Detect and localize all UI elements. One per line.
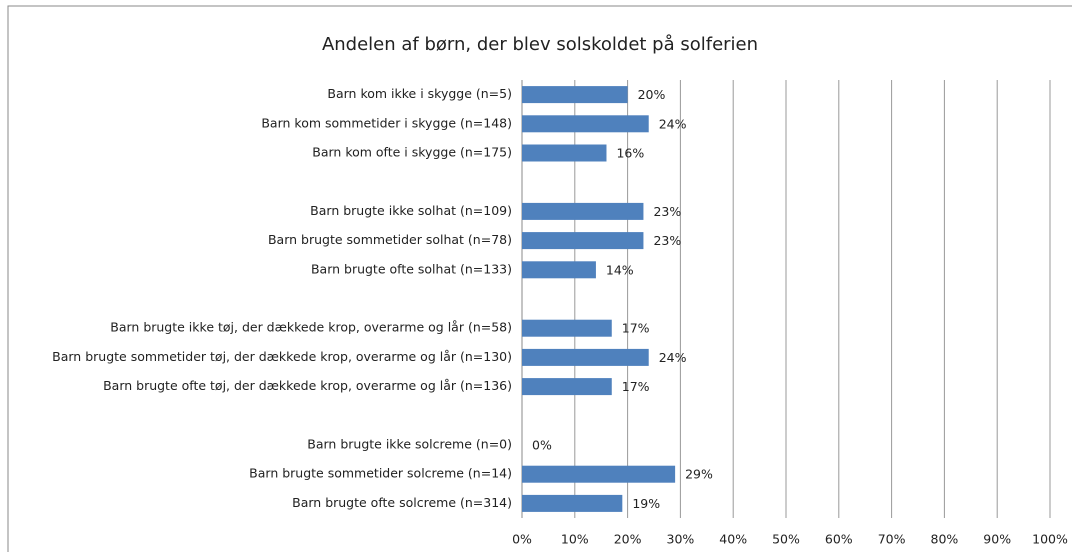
y-tick-label: Barn brugte ofte tøj, der dækkede krop, … [103, 378, 512, 393]
value-label: 29% [685, 467, 713, 482]
value-label: 17% [622, 379, 650, 394]
bar [522, 494, 623, 512]
bar [522, 348, 649, 366]
x-tick-label: 30% [667, 532, 695, 547]
value-label: 24% [659, 116, 687, 131]
x-tick-label: 20% [614, 532, 642, 547]
y-tick-label: Barn brugte ikke solcreme (n=0) [307, 437, 512, 452]
bar [522, 115, 649, 133]
y-tick-label: Barn brugte ikke solhat (n=109) [310, 203, 512, 218]
x-tick-label: 90% [983, 532, 1011, 547]
value-label: 23% [653, 233, 681, 248]
bar [522, 86, 628, 104]
value-label: 0% [532, 438, 552, 453]
x-tick-label: 70% [878, 532, 906, 547]
value-label: 17% [622, 321, 650, 336]
bar [522, 202, 644, 220]
x-tick-label: 50% [772, 532, 800, 547]
y-tick-label: Barn brugte ikke tøj, der dækkede krop, … [110, 320, 512, 335]
x-tick-label: 60% [825, 532, 853, 547]
x-tick-label: 0% [512, 532, 532, 547]
bar [522, 319, 612, 337]
value-label: 19% [632, 496, 660, 511]
bar [522, 378, 612, 396]
value-label: 24% [659, 350, 687, 365]
x-tick-label: 40% [719, 532, 747, 547]
x-tick-label: 10% [561, 532, 589, 547]
y-tick-label: Barn kom sommetider i skygge (n=148) [261, 115, 512, 130]
bar [522, 465, 676, 483]
value-label: 20% [638, 87, 666, 102]
bar [522, 144, 607, 162]
value-label: 23% [653, 204, 681, 219]
value-label: 14% [606, 262, 634, 277]
y-tick-label: Barn kom ikke i skygge (n=5) [327, 86, 512, 101]
bar [522, 261, 596, 279]
y-tick-label: Barn brugte ofte solcreme (n=314) [292, 495, 512, 510]
x-tick-label: 80% [931, 532, 959, 547]
chart-title: Andelen af børn, der blev solskoldet på … [322, 34, 758, 55]
y-tick-label: Barn brugte sommetider solcreme (n=14) [249, 466, 512, 481]
bar [522, 232, 644, 250]
y-tick-label: Barn brugte ofte solhat (n=133) [311, 261, 512, 276]
y-tick-label: Barn brugte sommetider tøj, der dækkede … [52, 349, 512, 364]
x-tick-label: 100% [1032, 532, 1068, 547]
value-label: 16% [616, 146, 644, 161]
y-tick-label: Barn brugte sommetider solhat (n=78) [268, 232, 512, 247]
y-tick-label: Barn kom ofte i skygge (n=175) [312, 145, 512, 160]
